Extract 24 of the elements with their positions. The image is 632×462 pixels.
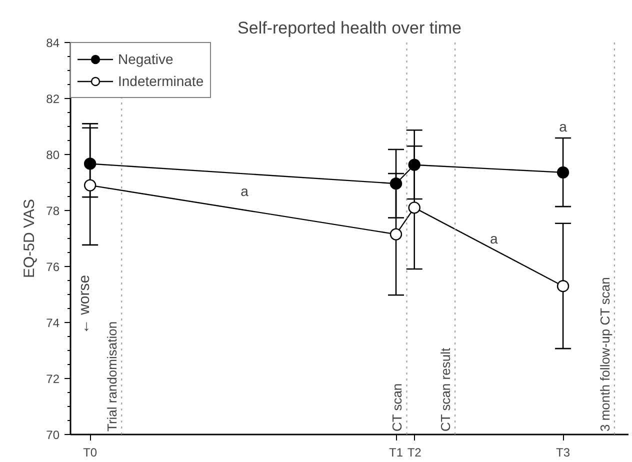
- x-tick-label: T3: [556, 446, 570, 460]
- y-tick-label: 78: [46, 204, 60, 218]
- chart-title: Self-reported health over time: [238, 18, 462, 38]
- y-tick-label: 82: [46, 92, 60, 106]
- annotation: a: [559, 118, 568, 134]
- y-tick-label: 70: [46, 428, 60, 442]
- annotation: ← worse: [76, 274, 93, 334]
- annotation: a: [490, 230, 498, 246]
- x-tick-label: T1: [389, 446, 404, 460]
- annotation: 3 month follow-up CT scan: [597, 277, 612, 432]
- y-tick-label: 74: [46, 316, 60, 330]
- annotation: CT scan result: [438, 348, 454, 432]
- legend-label: Negative: [118, 51, 174, 67]
- y-tick-label: 72: [46, 372, 60, 386]
- y-axis-title: EQ-5D VAS: [21, 199, 38, 278]
- x-tick-label: T2: [407, 446, 422, 460]
- y-tick-label: 80: [46, 148, 60, 162]
- y-tick-label: 84: [46, 36, 60, 50]
- annotation: CT scan: [390, 383, 405, 432]
- legend-label: Indeterminate: [118, 73, 204, 89]
- annotation: a: [240, 182, 249, 199]
- x-tick-label: T0: [83, 446, 98, 460]
- y-tick-label: 76: [46, 260, 60, 274]
- annotation: Trial randomisation: [104, 321, 120, 432]
